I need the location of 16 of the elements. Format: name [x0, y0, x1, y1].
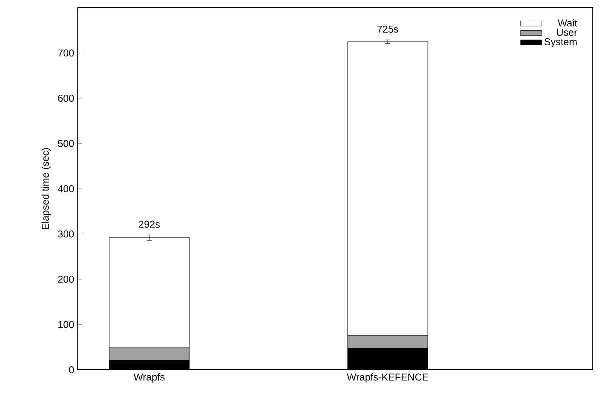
y-tick-label: 0 — [69, 366, 74, 374]
y-tick-label: 300 — [58, 230, 74, 238]
y-tick-label: 400 — [58, 185, 74, 193]
x-tick-label: Wrapfs — [134, 374, 165, 383]
y-tick-label: 100 — [58, 321, 74, 328]
total-label: 725s — [378, 26, 398, 33]
y-axis-title: Elapsed time (sec) — [42, 148, 52, 230]
total-label: 292s — [139, 220, 160, 228]
legend-label: User — [557, 29, 578, 36]
legend-label: System — [544, 38, 577, 48]
y-tick-label: 700 — [58, 50, 74, 57]
y-tick-label: 200 — [58, 276, 74, 284]
legend-label: Wait — [558, 19, 578, 27]
y-tick-label: 600 — [58, 94, 74, 102]
x-tick-label: Wrapfs-KEFENCE — [347, 374, 428, 383]
y-tick-label: 500 — [58, 140, 74, 148]
